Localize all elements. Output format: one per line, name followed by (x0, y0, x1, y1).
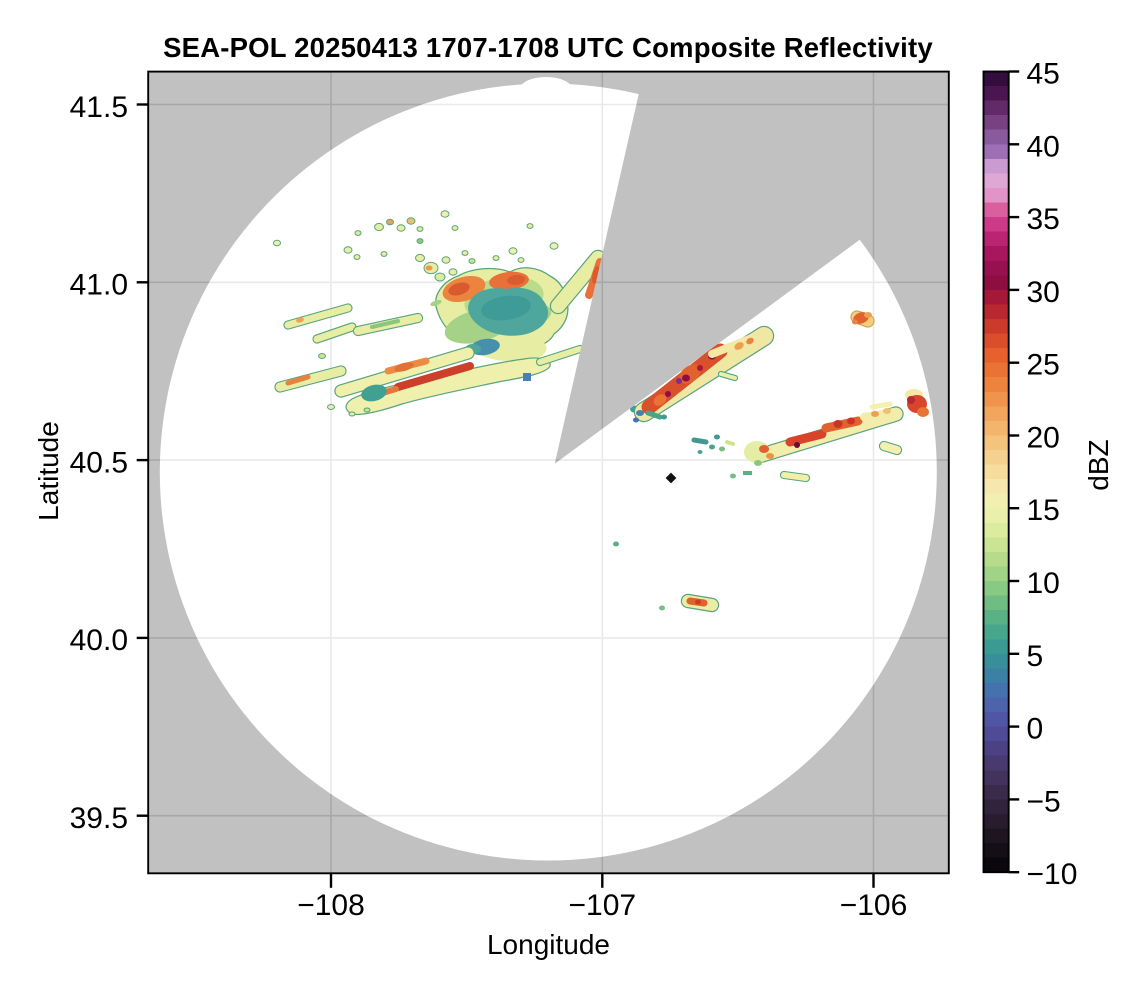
svg-text:39.5: 39.5 (70, 802, 128, 835)
svg-text:dBZ: dBZ (1083, 439, 1114, 490)
svg-text:45: 45 (1027, 58, 1060, 91)
svg-text:20: 20 (1027, 422, 1060, 455)
svg-text:40: 40 (1027, 130, 1060, 163)
svg-text:−10: −10 (1027, 858, 1078, 891)
svg-text:5: 5 (1027, 640, 1044, 673)
svg-text:40.5: 40.5 (70, 446, 128, 479)
svg-text:−108: −108 (297, 889, 365, 922)
svg-text:0: 0 (1027, 713, 1044, 746)
svg-text:40.0: 40.0 (70, 624, 128, 657)
svg-text:30: 30 (1027, 276, 1060, 309)
svg-text:35: 35 (1027, 203, 1060, 236)
svg-text:−106: −106 (840, 889, 908, 922)
svg-text:10: 10 (1027, 567, 1060, 600)
svg-text:25: 25 (1027, 349, 1060, 382)
svg-text:SEA-POL 20250413 1707-1708 UTC: SEA-POL 20250413 1707-1708 UTC Composite… (163, 32, 933, 63)
svg-text:−107: −107 (569, 889, 637, 922)
svg-text:41.5: 41.5 (70, 91, 128, 124)
svg-text:15: 15 (1027, 494, 1060, 527)
svg-text:Longitude: Longitude (487, 929, 610, 960)
svg-text:−5: −5 (1027, 785, 1061, 818)
svg-text:Latitude: Latitude (33, 421, 64, 521)
svg-text:41.0: 41.0 (70, 269, 128, 302)
